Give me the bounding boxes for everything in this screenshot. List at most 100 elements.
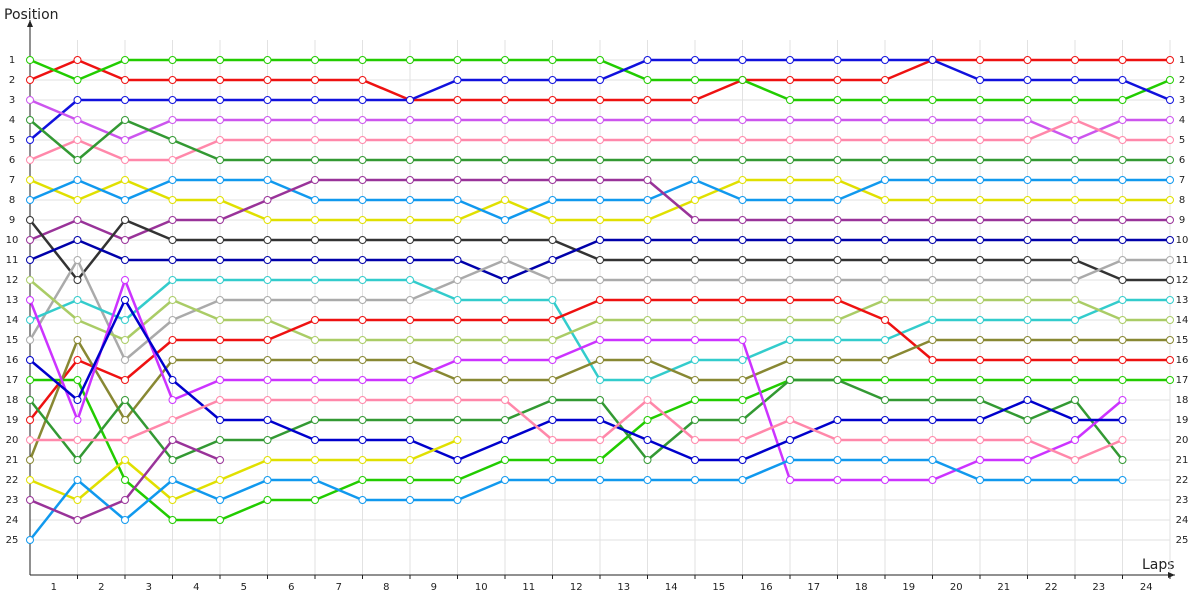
point [1023, 336, 1032, 344]
point [976, 456, 984, 464]
point [216, 516, 224, 524]
point [453, 336, 462, 344]
point [1071, 376, 1079, 384]
point [263, 136, 272, 144]
point [358, 156, 367, 164]
point [26, 376, 34, 384]
point [311, 376, 319, 384]
point [691, 176, 699, 184]
y-tick-label-right: 21 [1176, 455, 1189, 466]
point [738, 436, 747, 444]
y-tick-label-right: 19 [1176, 415, 1189, 426]
x-axis-arrow [1168, 572, 1175, 578]
point [216, 416, 224, 424]
y-tick-label-right: 13 [1176, 295, 1189, 306]
y-tick-label-right: 7 [1179, 175, 1185, 186]
point [168, 436, 177, 444]
point [1023, 236, 1032, 244]
point [596, 196, 604, 204]
y-tick-label-right: 20 [1176, 435, 1189, 446]
point [833, 216, 842, 224]
point [548, 216, 557, 224]
point [1118, 236, 1127, 244]
point [1071, 316, 1079, 324]
point [1071, 436, 1079, 444]
point [121, 236, 129, 244]
point [501, 156, 509, 164]
point [453, 436, 462, 444]
point [1023, 436, 1032, 444]
point [263, 396, 272, 404]
point [73, 356, 82, 364]
point [1166, 196, 1174, 204]
point [168, 156, 177, 164]
point [168, 236, 177, 244]
point [691, 196, 699, 204]
point [833, 56, 842, 64]
point [263, 236, 272, 244]
point [406, 156, 414, 164]
point [26, 136, 34, 144]
point [73, 436, 82, 444]
point [26, 396, 34, 404]
point [216, 336, 224, 344]
point [406, 436, 414, 444]
point [263, 296, 272, 304]
point [311, 416, 319, 424]
point [691, 116, 699, 124]
point [738, 136, 747, 144]
point [73, 136, 82, 144]
point [1071, 116, 1079, 124]
point [216, 96, 224, 104]
point [121, 516, 129, 524]
point [548, 116, 557, 124]
point [26, 176, 34, 184]
point [501, 256, 509, 264]
point [928, 336, 937, 344]
point [833, 196, 842, 204]
point [1023, 76, 1032, 84]
point [263, 436, 272, 444]
y-tick-label: 21 [6, 455, 19, 466]
point [73, 476, 82, 484]
point [738, 156, 747, 164]
point [786, 456, 794, 464]
point [216, 456, 224, 464]
point [786, 196, 794, 204]
point [833, 76, 842, 84]
point [26, 216, 34, 224]
point [121, 436, 129, 444]
point [406, 256, 414, 264]
point [596, 396, 604, 404]
point [406, 356, 414, 364]
point [1071, 96, 1079, 104]
point [453, 216, 462, 224]
point [406, 476, 414, 484]
point [358, 276, 367, 284]
point [406, 396, 414, 404]
point [1118, 56, 1127, 64]
point [1071, 456, 1079, 464]
point [453, 316, 462, 324]
y-tick-label-right: 18 [1176, 395, 1189, 406]
y-tick-label: 10 [6, 235, 19, 246]
point [406, 196, 414, 204]
point [1023, 196, 1032, 204]
point [928, 396, 937, 404]
point [168, 196, 177, 204]
point [358, 336, 367, 344]
point [928, 136, 937, 144]
point [216, 216, 224, 224]
point [358, 216, 367, 224]
point [691, 216, 699, 224]
point [168, 356, 177, 364]
point [26, 76, 34, 84]
point [358, 456, 367, 464]
point [833, 256, 842, 264]
point [881, 336, 889, 344]
point [501, 176, 509, 184]
point [976, 436, 984, 444]
point [786, 336, 794, 344]
point [738, 376, 747, 384]
